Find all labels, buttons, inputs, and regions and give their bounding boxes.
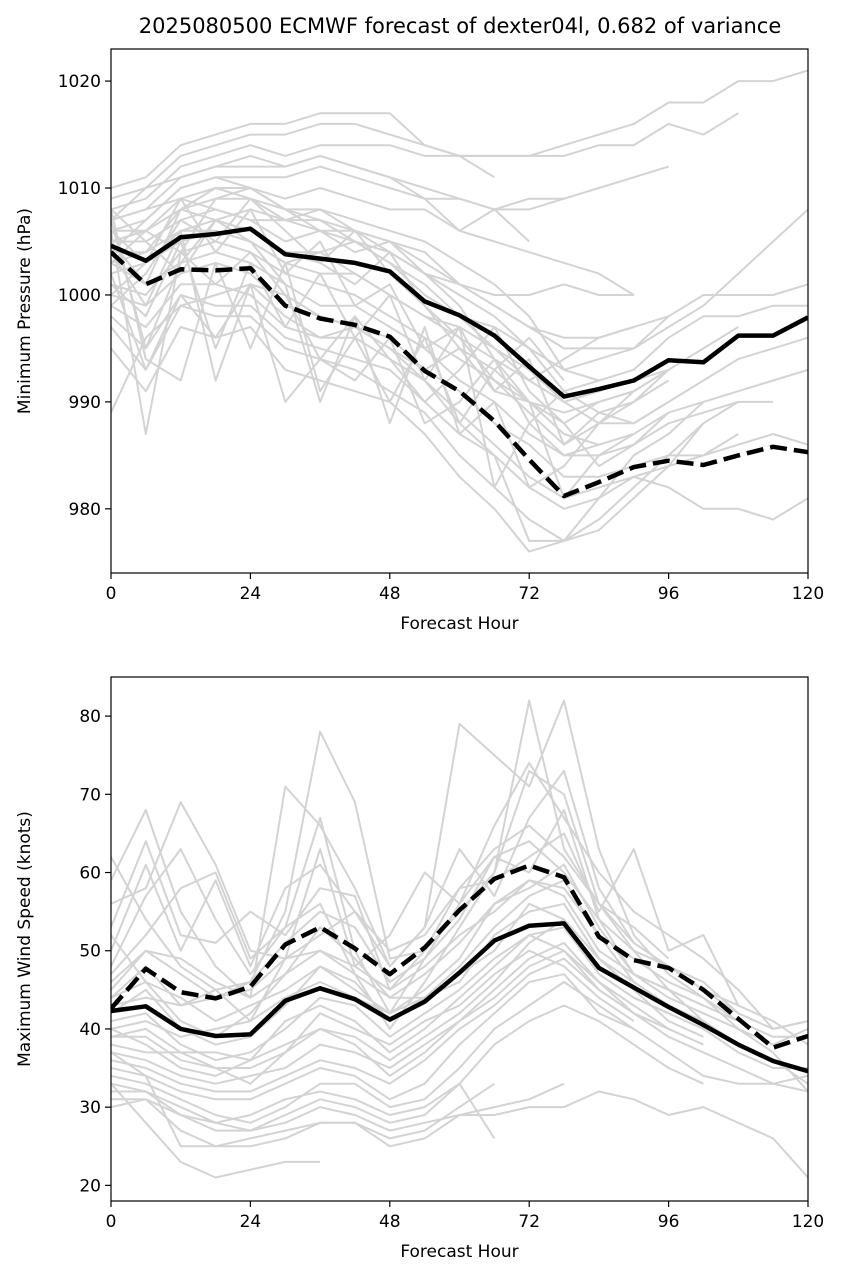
pressure-ensemble-member-3	[111, 112, 739, 211]
pressure-x-tick-label: 24	[240, 584, 262, 604]
pressure-ensemble-member-16	[111, 283, 808, 521]
chart-title: 2025080500 ECMWF forecast of dexter04l, …	[139, 14, 782, 38]
wind-ensemble-member-23	[111, 1082, 495, 1148]
wind-x-label: Forecast Hour	[400, 1242, 518, 1262]
pressure-x-label: Forecast Hour	[400, 614, 518, 634]
wind-ensemble-member-22	[111, 1090, 808, 1179]
pressure-solid-line	[111, 226, 808, 399]
pressure-ensemble-member-29	[111, 187, 600, 393]
wind-x-tick-label: 120	[792, 1212, 824, 1232]
pressure-y-axis: 980 990 1000 1010 1020	[58, 72, 111, 520]
pressure-ensemble-member-33	[111, 176, 669, 339]
pressure-ensemble-member-20	[111, 283, 705, 542]
wind-ensemble-member-9	[111, 863, 808, 1046]
pressure-ensemble-lines	[111, 69, 808, 553]
wind-y-tick-label: 30	[79, 1098, 101, 1118]
wind-x-tick-label: 72	[518, 1212, 540, 1232]
wind-ensemble-member-30	[111, 941, 670, 1085]
wind-chart: 0 24 48 72 96 120 20 30 40 50 60 70 80 Forecast Hou…	[15, 676, 824, 1262]
pressure-y-tick-label: 980	[69, 500, 101, 520]
pressure-x-tick-label: 0	[106, 584, 117, 604]
wind-solid-line	[111, 921, 808, 1074]
pressure-ensemble-member-10	[111, 197, 634, 296]
pressure-ensemble-member-26	[111, 240, 635, 500]
wind-x-axis: 0 24 48 72 96 120	[106, 1201, 824, 1232]
pressure-dashed-line	[111, 250, 808, 499]
wind-ensemble-member-19	[111, 981, 808, 1124]
pressure-x-tick-label: 48	[379, 584, 401, 604]
pressure-ensemble-member-15	[111, 261, 808, 478]
pressure-ensemble-member-28	[111, 208, 565, 382]
pressure-ensemble-member-13	[111, 240, 808, 446]
wind-ensemble-member-12	[111, 934, 670, 1062]
wind-y-label: Maximum Wind Speed (knots)	[15, 811, 35, 1067]
pressure-y-tick-label: 1010	[58, 179, 101, 199]
pressure-ensemble-member-22	[111, 219, 670, 489]
pressure-y-label: Minimum Pressure (hPa)	[15, 208, 35, 414]
wind-y-tick-label: 80	[79, 707, 101, 727]
wind-ensemble-member-21	[111, 1082, 496, 1139]
wind-ensemble-member-18	[111, 973, 635, 1101]
wind-x-tick-label: 24	[240, 1212, 262, 1232]
pressure-x-axis: 0 24 48 72 96 120	[106, 573, 824, 604]
wind-plot-frame	[110, 676, 809, 1202]
wind-ensemble-member-29	[111, 926, 808, 1077]
wind-x-tick-label: 48	[379, 1212, 401, 1232]
pressure-ensemble-member-7	[111, 197, 808, 371]
wind-ensemble-member-20	[111, 1004, 704, 1124]
wind-y-axis: 20 30 40 50 60 70 80	[79, 707, 111, 1196]
wind-ensemble-member-2	[111, 699, 808, 1093]
pressure-ensemble-member-19	[111, 326, 705, 553]
wind-ensemble-member-8	[111, 879, 808, 1038]
wind-ensemble-member-7	[111, 769, 670, 1030]
wind-ensemble-member-24	[111, 1083, 321, 1179]
pressure-ensemble-member-9	[111, 219, 808, 382]
pressure-chart: 0 24 48 72 96 120 980 990 1000 1010 1020 Forecast…	[15, 48, 824, 634]
wind-y-tick-label: 50	[79, 942, 101, 962]
wind-main-lines	[111, 863, 808, 1074]
wind-ensemble-member-17	[111, 957, 808, 1093]
pressure-y-tick-label: 1000	[58, 286, 101, 306]
wind-dashed-line	[111, 863, 808, 1050]
pressure-main-lines	[111, 226, 808, 499]
wind-x-tick-label: 0	[106, 1212, 117, 1232]
pressure-ensemble-member-18	[111, 304, 739, 542]
wind-ensemble-member-25	[111, 1051, 565, 1148]
wind-y-tick-label: 70	[79, 785, 101, 805]
wind-ensemble-member-26	[111, 824, 739, 1023]
pressure-y-tick-label: 990	[69, 393, 101, 413]
wind-ensemble-lines	[111, 699, 808, 1179]
pressure-x-tick-label: 96	[658, 584, 680, 604]
pressure-x-tick-label: 72	[518, 584, 540, 604]
wind-y-tick-label: 60	[79, 864, 101, 884]
wind-ensemble-member-5	[111, 769, 739, 1015]
wind-x-tick-label: 96	[658, 1212, 680, 1232]
pressure-x-tick-label: 120	[792, 584, 824, 604]
pressure-y-tick-label: 1020	[58, 72, 101, 92]
pressure-ensemble-member-34	[111, 229, 669, 403]
wind-y-tick-label: 20	[79, 1176, 101, 1196]
pressure-ensemble-member-14	[111, 251, 774, 457]
pressure-ensemble-member-32	[111, 154, 635, 296]
wind-y-tick-label: 40	[79, 1020, 101, 1040]
pressure-ensemble-member-30	[111, 187, 635, 425]
pressure-plot-frame	[110, 48, 809, 574]
